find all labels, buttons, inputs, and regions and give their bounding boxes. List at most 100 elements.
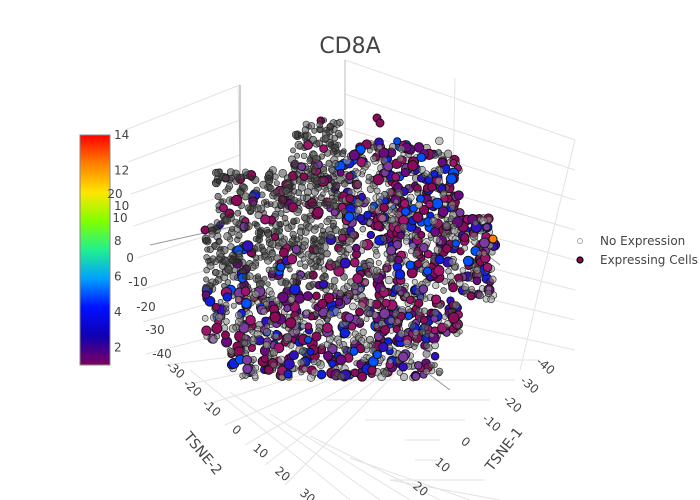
point-no-expression — [443, 320, 452, 329]
point-no-expression — [270, 361, 278, 369]
point-no-expression — [272, 210, 279, 218]
point-expressing — [269, 311, 281, 323]
point-no-expression — [354, 206, 363, 215]
legend-label-expressing-cells: Expressing Cells — [600, 253, 698, 267]
axis-tick-y: 30 — [297, 486, 318, 500]
point-no-expression — [422, 349, 431, 358]
point-no-expression — [223, 232, 232, 241]
point-expressing — [381, 298, 391, 308]
point-no-expression — [363, 316, 370, 322]
point-no-expression — [333, 190, 341, 198]
point-no-expression — [306, 157, 314, 165]
point-no-expression — [234, 209, 242, 217]
point-no-expression — [299, 323, 306, 330]
point-no-expression — [222, 174, 230, 182]
point-no-expression — [345, 293, 352, 299]
point-no-expression — [208, 230, 216, 238]
point-no-expression — [297, 359, 305, 367]
point-no-expression — [443, 149, 453, 159]
point-no-expression — [235, 250, 243, 258]
point-no-expression — [273, 188, 280, 195]
point-no-expression — [282, 187, 291, 195]
point-no-expression — [363, 341, 371, 349]
point-no-expression — [310, 235, 318, 243]
point-expressing — [334, 298, 344, 307]
point-expressing — [242, 240, 254, 252]
colorbar-tick-label: 4 — [114, 305, 122, 319]
point-no-expression — [315, 257, 322, 264]
point-no-expression — [434, 177, 444, 186]
point-expressing — [363, 210, 372, 220]
colorbar-tick-label: 2 — [114, 340, 122, 354]
axis-tick-y: 20 — [272, 464, 293, 485]
point-no-expression — [227, 243, 235, 251]
legend-item-expressing-cells[interactable]: Expressing Cells — [576, 253, 698, 267]
point-no-expression — [336, 175, 345, 184]
point-no-expression — [283, 174, 291, 182]
point-no-expression — [384, 260, 391, 267]
point-expressing — [386, 245, 397, 256]
point-expressing — [462, 255, 474, 267]
point-no-expression — [336, 311, 344, 319]
point-no-expression — [322, 200, 331, 210]
point-expressing — [231, 194, 243, 207]
point-no-expression — [343, 250, 350, 257]
point-expressing — [412, 211, 424, 223]
axis-tick-z: -10 — [128, 275, 148, 289]
point-no-expression — [392, 309, 400, 317]
point-no-expression — [266, 184, 273, 191]
point-no-expression — [352, 288, 359, 296]
point-no-expression — [431, 341, 439, 350]
point-no-expression — [310, 358, 318, 366]
point-no-expression — [289, 277, 297, 286]
axis-tick-x: 10 — [432, 455, 453, 476]
point-expressing — [430, 170, 439, 178]
point-expressing — [372, 173, 384, 186]
point-no-expression — [241, 273, 248, 280]
point-no-expression — [224, 265, 233, 274]
point-no-expression — [203, 276, 210, 283]
point-no-expression — [449, 204, 456, 211]
point-no-expression — [450, 223, 457, 230]
point-no-expression — [353, 180, 363, 189]
point-no-expression — [358, 336, 365, 344]
point-expressing — [299, 172, 309, 181]
grid-line — [309, 435, 441, 500]
point-expressing — [373, 221, 384, 231]
point-no-expression — [419, 328, 426, 336]
point-no-expression — [376, 144, 383, 151]
point-no-expression — [270, 348, 279, 357]
point-no-expression — [370, 155, 377, 163]
point-expressing — [352, 273, 364, 284]
point-no-expression — [321, 117, 328, 123]
point-no-expression — [221, 282, 227, 289]
point-expressing — [391, 172, 401, 182]
point-no-expression — [231, 266, 238, 274]
point-expressing — [211, 322, 223, 334]
grid-line — [124, 84, 241, 131]
point-no-expression — [423, 170, 430, 177]
point-no-expression — [283, 333, 293, 342]
point-no-expression — [301, 365, 309, 373]
point-no-expression — [300, 213, 309, 221]
point-no-expression — [357, 292, 366, 301]
point-expressing — [339, 327, 351, 339]
point-no-expression — [353, 169, 361, 177]
point-expressing — [211, 302, 221, 312]
point-expressing — [297, 162, 306, 171]
grid-line — [130, 154, 241, 195]
grid-line — [344, 93, 576, 171]
point-no-expression — [343, 282, 351, 290]
point-no-expression — [211, 242, 218, 249]
point-no-expression — [334, 129, 343, 138]
legend-item-no-expression[interactable]: No Expression — [577, 234, 686, 248]
point-expressing — [448, 282, 458, 293]
point-no-expression — [328, 189, 336, 196]
point-no-expression — [318, 343, 325, 350]
point-no-expression — [329, 222, 337, 230]
point-expressing — [392, 240, 403, 250]
point-no-expression — [204, 246, 211, 253]
point-expressing — [349, 346, 359, 356]
point-no-expression — [296, 274, 303, 282]
